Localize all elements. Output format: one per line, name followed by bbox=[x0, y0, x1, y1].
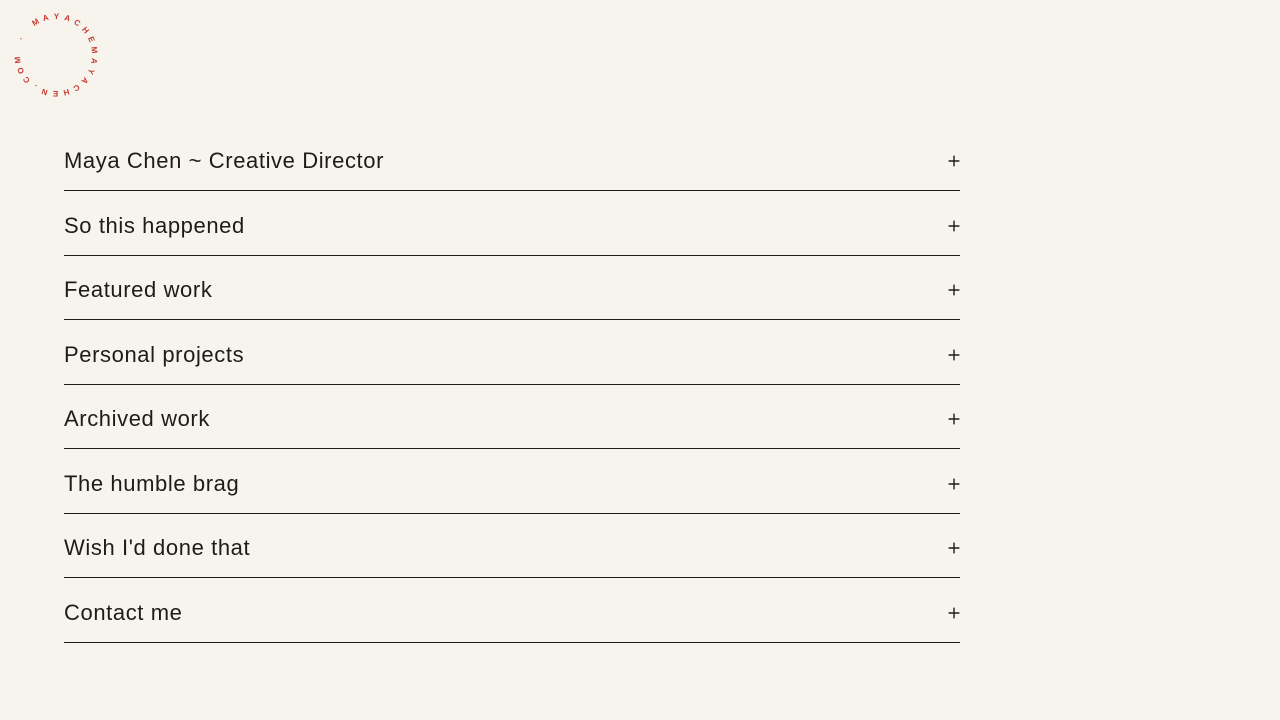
accordion-item: Wish I'd done that bbox=[64, 519, 960, 578]
accordion-item: So this happened bbox=[64, 197, 960, 256]
accordion-item: Personal projects bbox=[64, 326, 960, 385]
accordion-item: The humble brag bbox=[64, 455, 960, 514]
plus-icon[interactable] bbox=[948, 220, 960, 232]
accordion-item-header[interactable]: Maya Chen ~ Creative Director bbox=[64, 132, 960, 191]
accordion-list: Maya Chen ~ Creative Director So this ha… bbox=[64, 132, 960, 648]
accordion-item: Maya Chen ~ Creative Director bbox=[64, 132, 960, 191]
plus-icon[interactable] bbox=[948, 413, 960, 425]
accordion-item: Featured work bbox=[64, 261, 960, 320]
accordion-item-header[interactable]: Archived work bbox=[64, 390, 960, 449]
accordion-item-label: Wish I'd done that bbox=[64, 535, 251, 560]
accordion-item-label: Archived work bbox=[64, 406, 210, 431]
accordion-item-header[interactable]: Personal projects bbox=[64, 326, 960, 385]
plus-icon[interactable] bbox=[948, 478, 960, 490]
plus-icon[interactable] bbox=[948, 349, 960, 361]
accordion-item-header[interactable]: Featured work bbox=[64, 261, 960, 320]
accordion-item-label: Personal projects bbox=[64, 341, 245, 367]
accordion-item-header[interactable]: The humble brag bbox=[64, 455, 960, 514]
plus-icon[interactable] bbox=[948, 155, 960, 167]
plus-icon[interactable] bbox=[948, 284, 960, 296]
accordion-item-label: Maya Chen ~ Creative Director bbox=[64, 148, 385, 173]
plus-icon[interactable] bbox=[948, 607, 960, 619]
accordion-item-header[interactable]: Wish I'd done that bbox=[64, 519, 960, 578]
accordion-item-label: Contact me bbox=[64, 599, 183, 625]
accordion-item-label: The humble brag bbox=[64, 470, 240, 496]
accordion-item-label: So this happened bbox=[64, 212, 245, 238]
accordion-item-header[interactable]: So this happened bbox=[64, 197, 960, 256]
plus-icon[interactable] bbox=[948, 542, 960, 554]
accordion-item-header[interactable]: Contact me bbox=[64, 584, 960, 643]
accordion-item-label: Featured work bbox=[64, 277, 213, 302]
accordion-item: Contact me bbox=[64, 584, 960, 643]
accordion-item: Archived work bbox=[64, 390, 960, 449]
